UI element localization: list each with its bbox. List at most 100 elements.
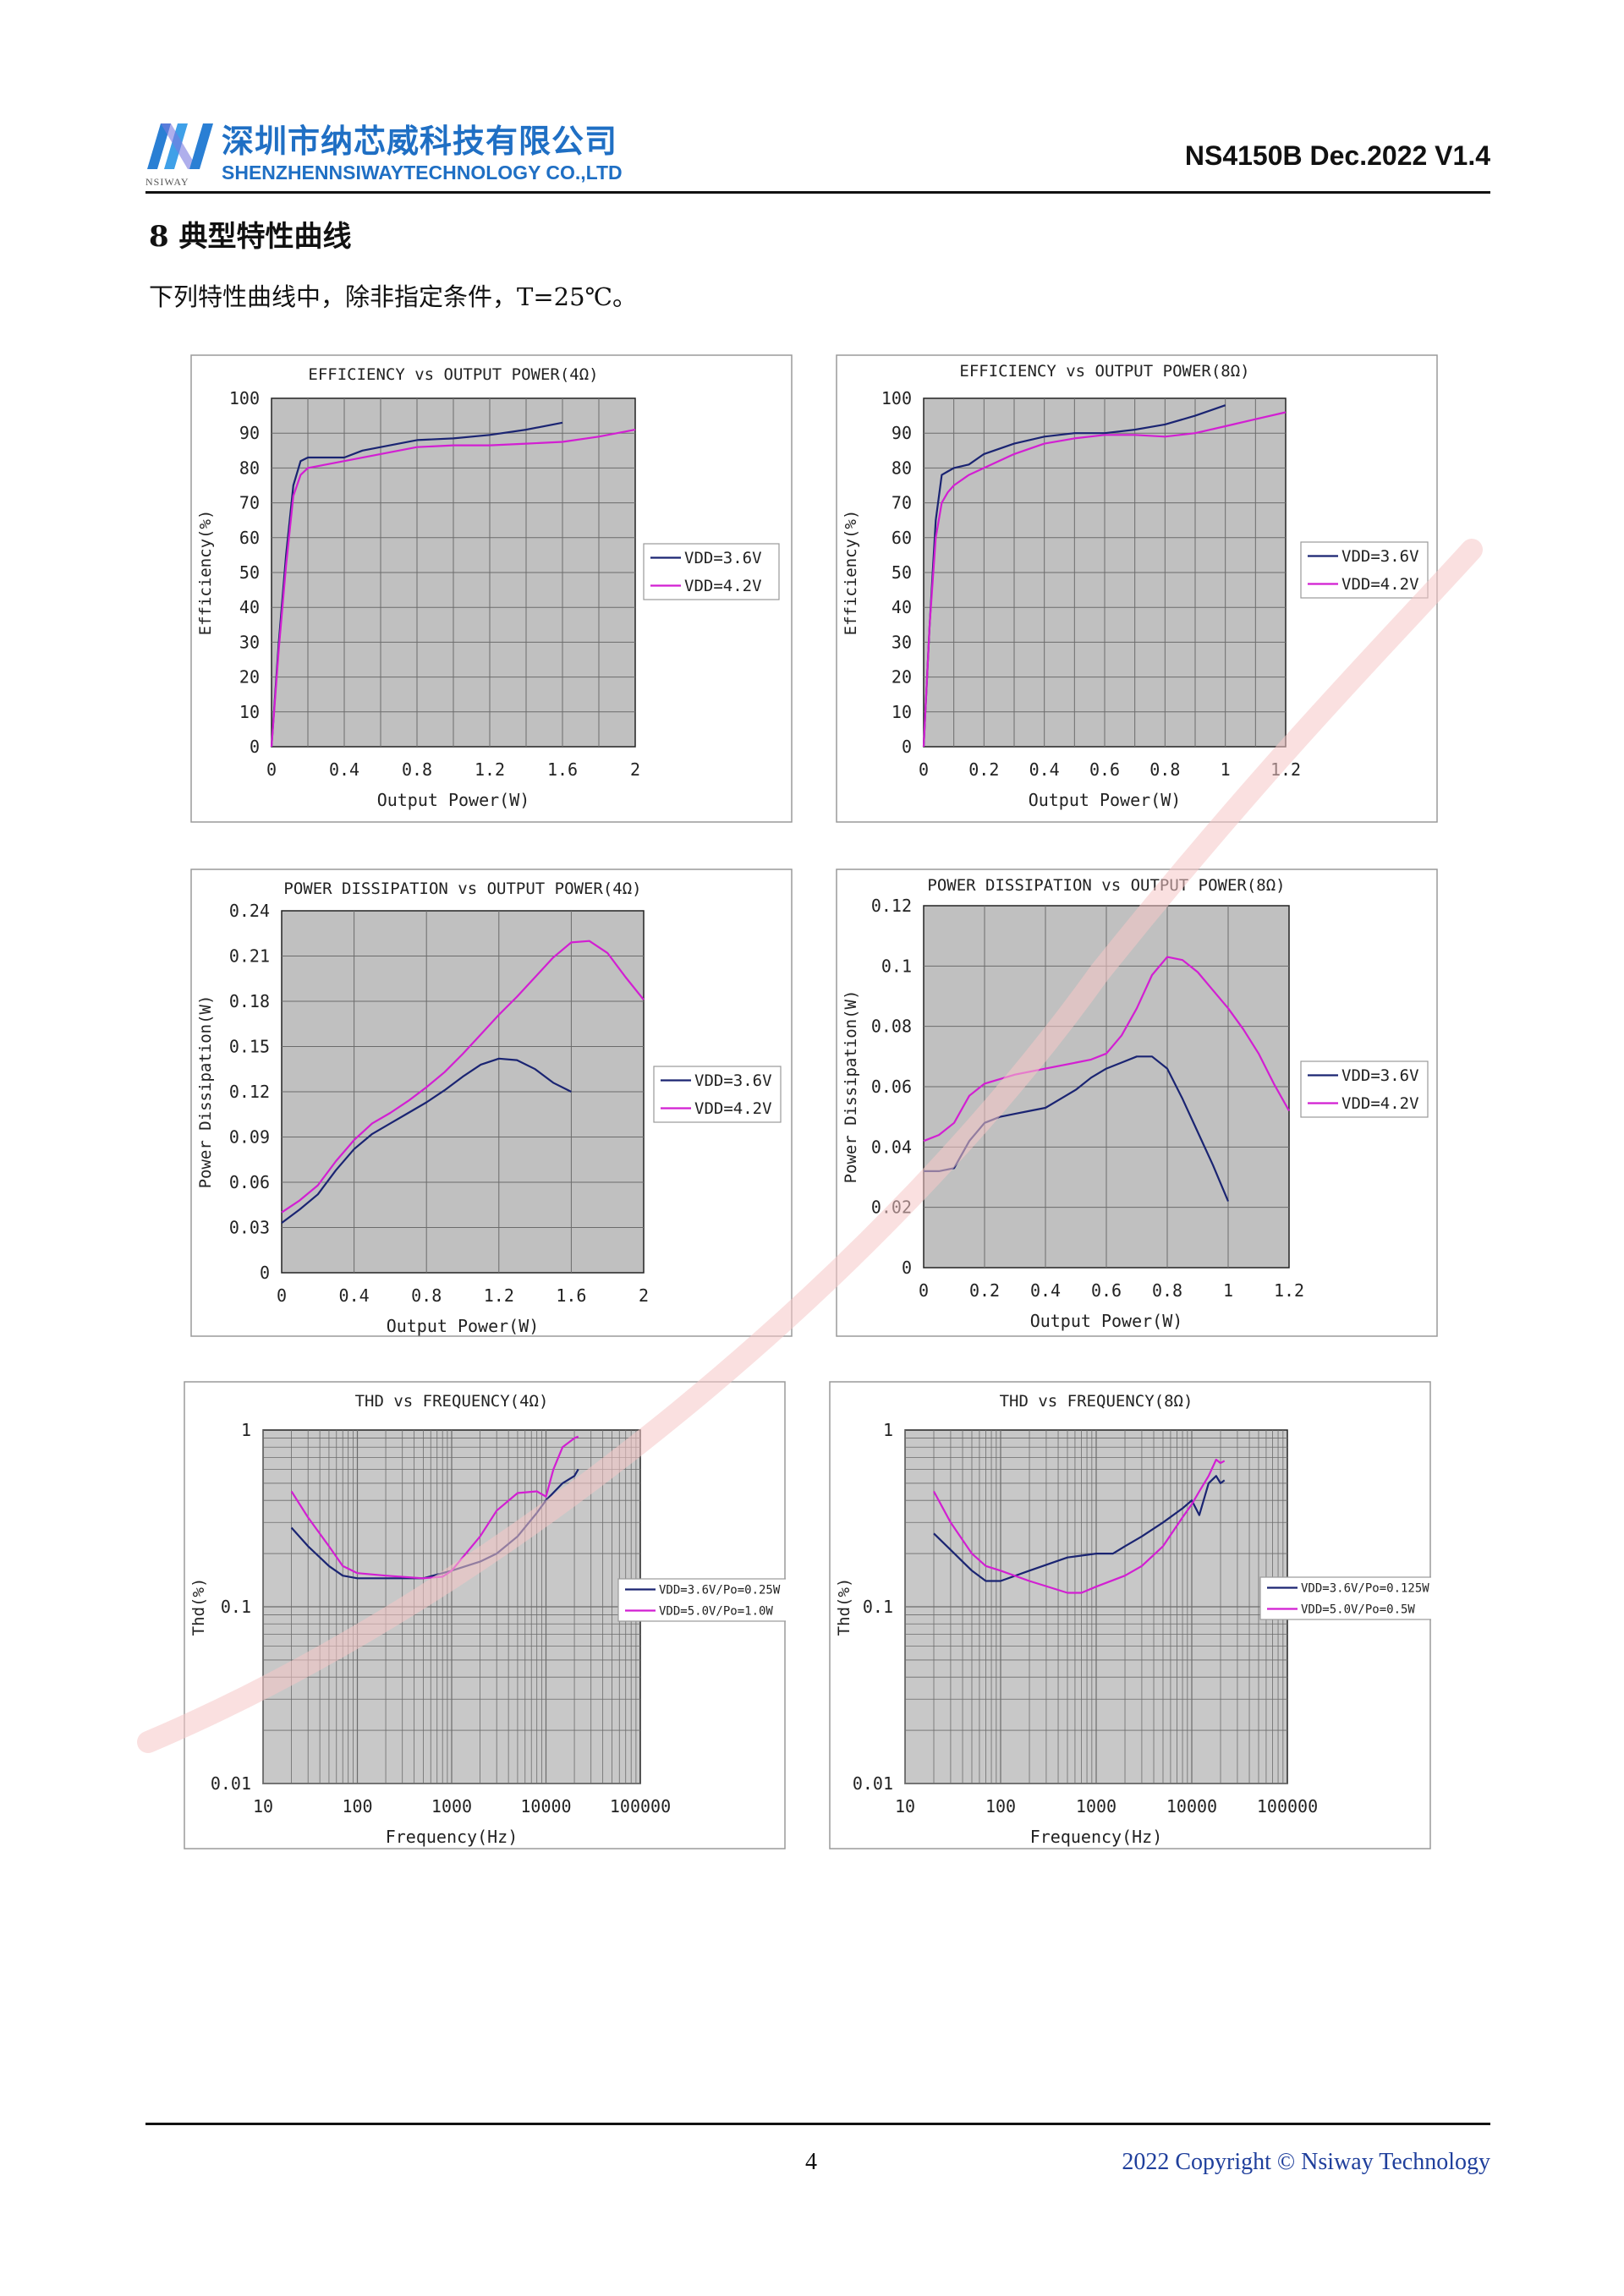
chart-title: POWER DISSIPATION vs OUTPUT POWER(4Ω) [283,879,641,898]
y-tick-label: 30 [892,632,912,652]
legend-label: VDD=4.2V [694,1099,772,1118]
x-tick-label: 2 [639,1285,649,1306]
x-tick-label: 100000 [1257,1796,1318,1817]
chart-title: THD vs FREQUENCY(4Ω) [355,1392,549,1411]
page-header: 深圳市纳芯威科技有限公司 SHENZHENNSIWAYTECHNOLOGY CO… [0,0,1624,199]
y-tick-label: 0.08 [871,1016,912,1037]
y-axis-label: Efficiency(%) [196,510,215,636]
y-tick-label: 0.21 [229,946,270,967]
y-tick-label: 0.18 [229,991,270,1011]
legend-label: VDD=3.6V [1341,1066,1419,1085]
x-tick-label: 0.4 [1029,759,1060,780]
x-tick-label: 0.8 [402,759,432,780]
y-tick-label: 0 [260,1263,270,1283]
chart-efficiency-4ohm-svg: EFFICIENCY vs OUTPUT POWER(4Ω) 0 0.4 0.8 1.2… [190,354,793,823]
legend-label: VDD=5.0V/Po=0.5W [1301,1603,1415,1616]
x-tick-label: 0.6 [1089,759,1120,780]
chart-power-dissipation-4ohm-svg: POWER DISSIPATION vs OUTPUT POWER(4Ω) 0 0.… [190,869,793,1337]
x-tick-label: 1000 [1076,1796,1116,1817]
y-tick-label: 1 [241,1420,251,1440]
y-tick-label: 50 [239,562,260,583]
x-tick-label: 100 [342,1796,372,1817]
x-tick-label: 0.2 [969,1280,1000,1301]
x-axis-label: Output Power(W) [1030,1311,1183,1331]
x-tick-label: 0.8 [1149,759,1180,780]
x-tick-label: 10000 [1166,1796,1217,1817]
chart-efficiency-8ohm: EFFICIENCY vs OUTPUT POWER(8Ω) 0 0.2 0.4 0.6… [836,354,1438,823]
x-axis-label: Frequency(Hz) [386,1827,518,1847]
y-tick-label: 0 [250,737,260,757]
logo-wordmark: NSIWAY [145,176,189,188]
x-tick-label: 1 [1221,759,1231,780]
y-tick-label: 0.24 [229,901,270,921]
x-tick-label: 1 [1223,1280,1233,1301]
y-tick-label: 70 [892,493,912,513]
x-tick-label: 1.2 [1274,1280,1304,1301]
legend-label: VDD=4.2V [684,577,762,595]
x-tick-label: 10000 [520,1796,571,1817]
y-axis-label: Power Dissipation(W) [842,990,860,1184]
y-tick-label: 80 [892,458,912,478]
y-tick-label: 80 [239,458,260,478]
x-tick-label: 0.4 [329,759,359,780]
y-tick-label: 0.01 [211,1773,251,1794]
y-tick-label: 50 [892,562,912,583]
y-axis-label: Efficiency(%) [842,510,860,636]
y-tick-label: 100 [881,388,912,408]
company-name-cn: 深圳市纳芯威科技有限公司 [222,123,618,160]
y-tick-label: 60 [892,528,912,548]
y-tick-label: 0.02 [871,1197,912,1218]
page-number: 4 [805,2149,817,2175]
y-tick-label: 1 [883,1420,893,1440]
chart-efficiency-4ohm: EFFICIENCY vs OUTPUT POWER(4Ω) 0 0.4 0.8 1.2… [190,354,793,823]
y-tick-label: 0 [902,737,912,757]
y-tick-label: 30 [239,632,260,652]
x-tick-label: 0.6 [1091,1280,1122,1301]
chart-power-dissipation-8ohm-svg: POWER DISSIPATION vs OUTPUT POWER(8Ω) 0 0.… [836,869,1438,1337]
legend-label: VDD=5.0V/Po=1.0W [659,1604,773,1618]
chart-power-dissipation-4ohm: POWER DISSIPATION vs OUTPUT POWER(4Ω) 0 0.… [190,869,793,1337]
y-tick-label: 60 [239,528,260,548]
y-tick-label: 20 [239,667,260,688]
company-logo-icon [145,118,218,171]
series-line-1 [922,404,1226,748]
x-tick-label: 10 [253,1796,273,1817]
x-axis-label: Output Power(W) [1029,790,1182,810]
company-name-en: SHENZHENNSIWAYTECHNOLOGY CO.,LTD [222,162,623,184]
x-tick-label: 1.6 [547,759,578,780]
y-tick-label: 0.15 [229,1037,270,1057]
series-line-2 [270,429,636,748]
y-tick-label: 0.1 [221,1597,251,1617]
x-axis-label: Frequency(Hz) [1030,1827,1163,1847]
document-id: NS4150B Dec.2022 V1.4 [1184,140,1490,171]
x-tick-label: 0 [919,1280,929,1301]
y-axis-label: Thd(%) [835,1578,853,1636]
y-tick-label: 20 [892,667,912,688]
x-tick-label: 1.2 [475,759,505,780]
x-tick-label: 0.2 [968,759,999,780]
series-line-2 [922,411,1287,748]
y-tick-label: 0.12 [229,1082,270,1102]
header-divider [145,191,1490,194]
y-tick-label: 0.1 [881,956,912,976]
chart-title: POWER DISSIPATION vs OUTPUT POWER(8Ω) [927,876,1285,895]
x-tick-label: 0.4 [339,1285,370,1306]
chart-thd-4ohm: THD vs FREQUENCY(4Ω) 10 100 1000 10000 100000… [184,1381,786,1849]
footer-divider [145,2123,1490,2125]
chart-thd-8ohm: THD vs FREQUENCY(8Ω) 10 100 1000 10000 100000… [829,1381,1431,1849]
x-tick-label: 100 [985,1796,1016,1817]
x-tick-label: 2 [630,759,640,780]
legend-label: VDD=3.6V [684,549,762,567]
y-tick-label: 40 [239,597,260,617]
legend-label: VDD=4.2V [1341,575,1419,594]
y-tick-label: 10 [892,702,912,722]
x-tick-label: 1.2 [1270,759,1301,780]
x-tick-label: 1.2 [484,1285,514,1306]
chart-power-dissipation-8ohm: POWER DISSIPATION vs OUTPUT POWER(8Ω) 0 0.… [836,869,1438,1337]
legend-label: VDD=3.6V/Po=0.125W [1301,1581,1429,1595]
y-tick-label: 0.1 [863,1597,893,1617]
y-tick-label: 0.12 [871,896,912,916]
y-tick-label: 0.09 [229,1127,270,1148]
y-tick-label: 90 [892,423,912,443]
x-tick-label: 0.8 [411,1285,442,1306]
